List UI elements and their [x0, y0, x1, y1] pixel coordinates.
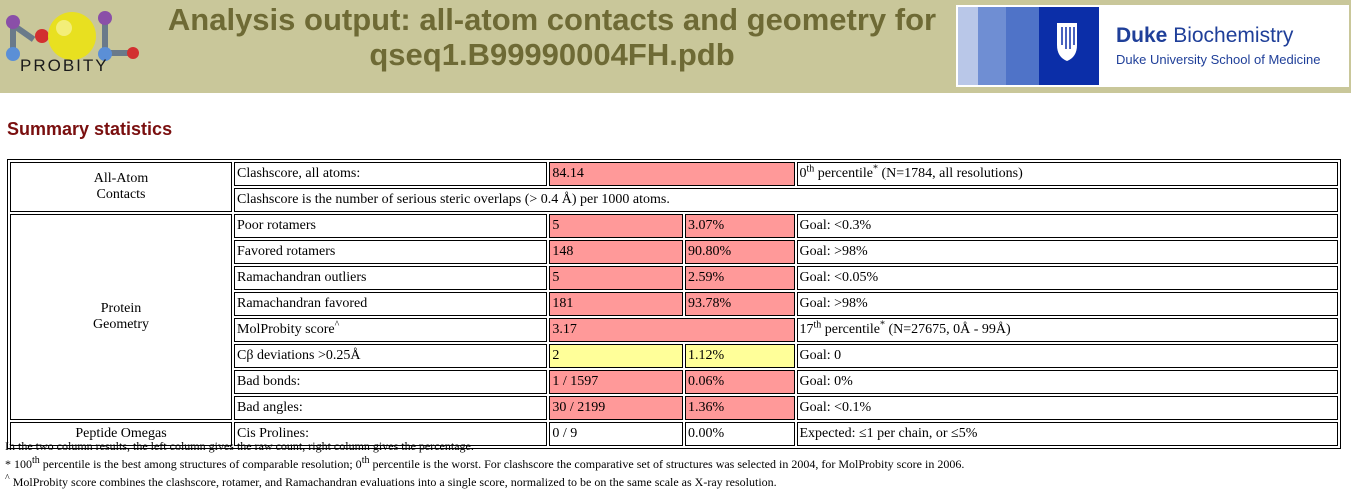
footnote-molprobity: ^ MolProbity score combines the clashsco… — [5, 473, 777, 490]
duke-subtitle: Duke University School of Medicine — [1116, 52, 1321, 67]
clashscore-note: Clashscore is the number of serious ster… — [234, 188, 1338, 212]
row-goal: Goal: 0 — [796, 344, 1338, 368]
row-count: 0 / 9 — [549, 422, 684, 446]
row-goal: Goal: <0.05% — [796, 266, 1338, 290]
logo-atom-purple — [98, 11, 112, 25]
row-percent: 1.12% — [685, 344, 795, 368]
row-count: 181 — [549, 292, 684, 316]
logo-atom-blue — [6, 47, 20, 61]
table-row-bad-bonds: Bad bonds: 1 / 1597 0.06% Goal: 0% — [10, 370, 1338, 394]
row-goal: Goal: <0.1% — [796, 396, 1338, 420]
row-goal: Goal: 0% — [796, 370, 1338, 394]
logo-bond — [10, 26, 16, 56]
section-title: Summary statistics — [7, 119, 173, 139]
table-row-cbeta: Cβ deviations >0.25Å 2 1.12% Goal: 0 — [10, 344, 1338, 368]
row-label: Clashscore, all atoms: — [234, 162, 548, 186]
row-label: Favored rotamers — [234, 240, 548, 264]
row-label: Bad bonds: — [234, 370, 548, 394]
table-row-clashscore: All-Atom Contacts Clashscore, all atoms: … — [10, 162, 1338, 212]
category-peptide-omegas: Peptide Omegas — [10, 422, 232, 446]
row-percent: 2.59% — [685, 266, 795, 290]
duke-name: Duke Biochemistry — [1116, 24, 1294, 47]
row-label: Ramachandran favored — [234, 292, 548, 316]
logo-sphere-yellow — [48, 12, 96, 60]
row-label: Poor rotamers — [234, 214, 548, 238]
row-label: Cβ deviations >0.25Å — [234, 344, 548, 368]
table-row-favored-rotamers: Favored rotamers 148 90.80% Goal: >98% — [10, 240, 1338, 264]
table-row-molprobity-score: MolProbity score^ 3.17 17th percentile* … — [10, 318, 1338, 342]
logo-bond — [106, 50, 132, 56]
duke-stripes — [958, 7, 1099, 85]
row-percent: 93.78% — [685, 292, 795, 316]
page-title-line2: qseq1.B99990004FH.pdb — [369, 37, 735, 72]
logo-atom-red — [127, 47, 139, 59]
row-count: 5 — [549, 266, 684, 290]
footnotes: In the two column results, the left colu… — [5, 437, 964, 491]
row-percent: 1.36% — [685, 396, 795, 420]
row-label: MolProbity score^ — [234, 318, 548, 342]
row-percent: 3.07% — [685, 214, 795, 238]
table-row-cis-prolines: Peptide Omegas Cis Prolines: 0 / 9 0.00%… — [10, 422, 1338, 446]
row-count: 1 / 1597 — [549, 370, 684, 394]
clashscore-value: 84.14 — [549, 162, 795, 186]
table-row-rama-outliers: Ramachandran outliers 5 2.59% Goal: <0.0… — [10, 266, 1338, 290]
molprobity-percentile: 17th percentile* (N=27675, 0Å - 99Å) — [796, 318, 1338, 342]
category-protein-geometry: Protein Geometry — [10, 214, 232, 420]
summary-table: All-Atom Contacts Clashscore, all atoms: … — [7, 159, 1341, 449]
table-row-poor-rotamers: Protein Geometry Poor rotamers 5 3.07% Go… — [10, 214, 1338, 420]
category-all-atom: All-Atom Contacts — [10, 162, 232, 212]
row-percent: 90.80% — [685, 240, 795, 264]
logo-text: PROBITY — [20, 56, 109, 75]
row-label: Ramachandran outliers — [234, 266, 548, 290]
row-count: 30 / 2199 — [549, 396, 684, 420]
header-banner: PROBITY Analysis output: all-atom contac… — [0, 0, 1351, 93]
row-goal: Expected: ≤1 per chain, or ≤5% — [796, 422, 1338, 446]
molprobity-score-value: 3.17 — [549, 318, 795, 342]
row-percent: 0.06% — [685, 370, 795, 394]
row-percent: 0.00% — [685, 422, 795, 446]
row-goal: Goal: <0.3% — [796, 214, 1338, 238]
footnote-percentile: * 100th percentile is the best among str… — [5, 455, 965, 472]
row-goal: Goal: >98% — [796, 292, 1338, 316]
row-label: Bad angles: — [234, 396, 548, 420]
logo-atom-red — [35, 29, 49, 43]
page-title-line1: Analysis output: all-atom contacts and g… — [167, 2, 937, 37]
logo-sphere-highlight — [56, 20, 72, 36]
logo-atom-blue — [98, 47, 112, 61]
row-label: Cis Prolines: — [234, 422, 548, 446]
clashscore-percentile: 0th percentile* (N=1784, all resolutions… — [796, 162, 1338, 186]
table-row-bad-angles: Bad angles: 30 / 2199 1.36% Goal: <0.1% — [10, 396, 1338, 420]
row-count: 5 — [549, 214, 684, 238]
table-row-rama-favored: Ramachandran favored 181 93.78% Goal: >9… — [10, 292, 1338, 316]
row-goal: Goal: >98% — [796, 240, 1338, 264]
molprobity-logo — [6, 11, 139, 61]
page-title: Analysis output: all-atom contacts and g… — [150, 2, 954, 72]
logo-bond — [102, 20, 108, 54]
logo-atom-purple — [6, 15, 20, 29]
row-count: 2 — [549, 344, 684, 368]
table-row-clash-note: Clashscore is the number of serious ster… — [10, 188, 1338, 212]
duke-biochemistry-logo[interactable]: Duke Biochemistry Duke University School… — [956, 5, 1349, 87]
footnote-columns: In the two column results, the left colu… — [5, 439, 474, 453]
row-count: 148 — [549, 240, 684, 264]
